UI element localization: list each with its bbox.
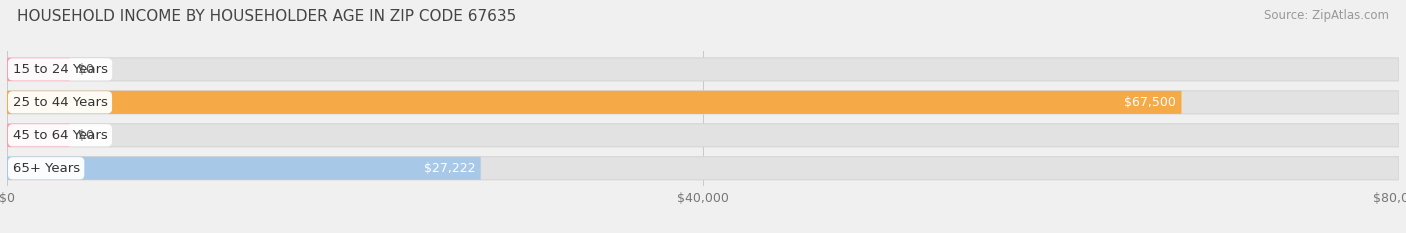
Text: 25 to 44 Years: 25 to 44 Years [13, 96, 107, 109]
FancyBboxPatch shape [7, 91, 1181, 114]
FancyBboxPatch shape [7, 91, 1399, 114]
Text: $27,222: $27,222 [423, 162, 475, 175]
Text: $0: $0 [77, 129, 94, 142]
FancyBboxPatch shape [7, 157, 1399, 180]
Text: 15 to 24 Years: 15 to 24 Years [13, 63, 108, 76]
FancyBboxPatch shape [7, 124, 1399, 147]
FancyBboxPatch shape [7, 124, 70, 147]
Text: $0: $0 [77, 63, 94, 76]
Text: 45 to 64 Years: 45 to 64 Years [13, 129, 107, 142]
Text: Source: ZipAtlas.com: Source: ZipAtlas.com [1264, 9, 1389, 22]
FancyBboxPatch shape [7, 58, 1399, 81]
Text: 65+ Years: 65+ Years [13, 162, 80, 175]
FancyBboxPatch shape [7, 58, 70, 81]
Text: HOUSEHOLD INCOME BY HOUSEHOLDER AGE IN ZIP CODE 67635: HOUSEHOLD INCOME BY HOUSEHOLDER AGE IN Z… [17, 9, 516, 24]
Text: $67,500: $67,500 [1123, 96, 1175, 109]
FancyBboxPatch shape [7, 157, 481, 180]
